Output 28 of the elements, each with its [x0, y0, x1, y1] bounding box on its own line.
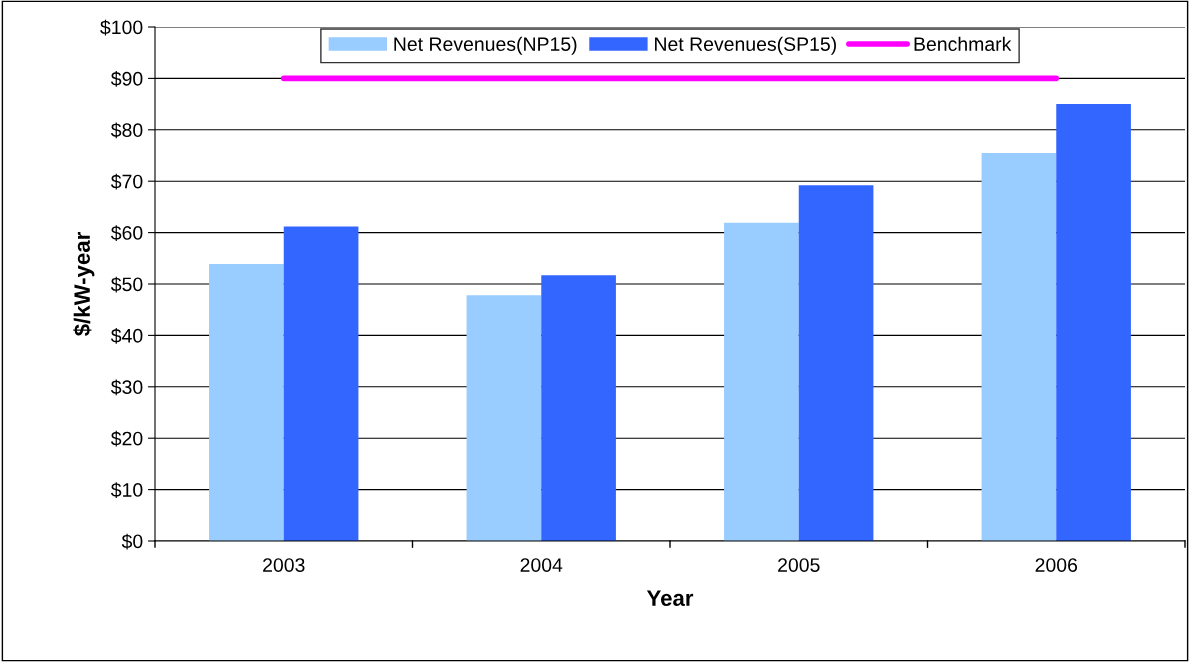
bar: [1056, 104, 1131, 541]
bar: [466, 295, 542, 541]
y-tick-label: $0: [121, 533, 143, 550]
x-axis-title: Year: [646, 590, 694, 606]
legend-label: Net Revenues(SP15): [655, 36, 836, 55]
x-tick-label: 2006: [1035, 558, 1078, 572]
y-tick-label: $70: [110, 173, 143, 190]
bar: [724, 222, 799, 541]
y-tick-label: $90: [110, 71, 143, 87]
legend-label: Benchmark: [914, 36, 1012, 51]
bar: [283, 226, 359, 541]
y-axis-title: $/kW-year: [73, 232, 95, 336]
y-tick-label: $60: [110, 225, 143, 241]
y-tick-label: $80: [110, 122, 143, 139]
y-tick-label: $30: [110, 379, 143, 396]
legend-label: Net Revenues(NP15): [394, 36, 577, 55]
y-tick-label: $10: [110, 482, 143, 498]
bar: [541, 275, 616, 541]
y-tick-label: $50: [110, 276, 143, 293]
y-tick-label: $100: [100, 19, 143, 36]
bar: [209, 263, 284, 541]
x-tick-label: 2003: [263, 558, 305, 572]
bar: [981, 152, 1057, 541]
x-tick-label: 2005: [778, 558, 820, 572]
x-tick-label: 2004: [520, 558, 563, 572]
y-tick-label: $20: [110, 430, 143, 447]
y-tick-label: $40: [110, 328, 143, 344]
bar: [798, 185, 874, 541]
